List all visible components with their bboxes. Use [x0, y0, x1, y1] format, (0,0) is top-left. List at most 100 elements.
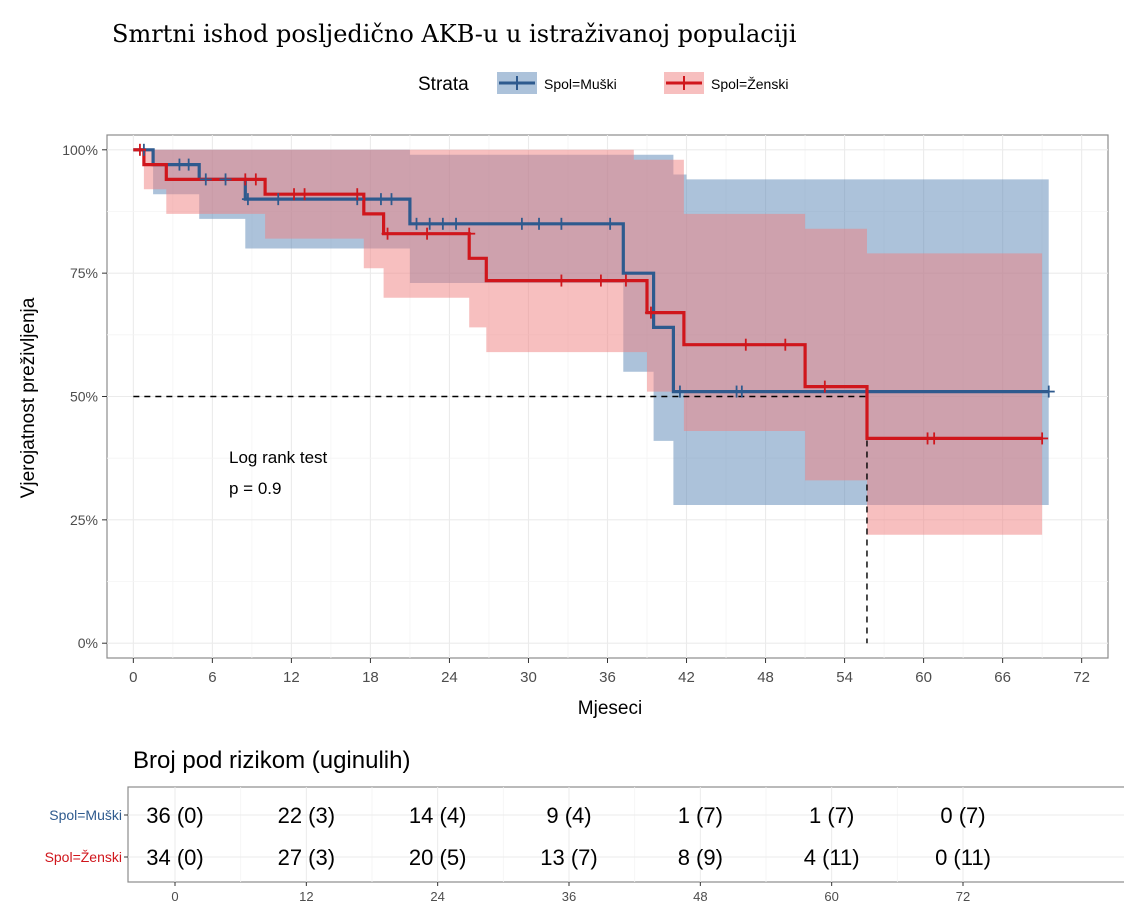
median-lines: [133, 395, 868, 644]
censor-mark: [735, 385, 748, 398]
x-tick-label: 66: [994, 669, 1011, 686]
censor-mark: [423, 217, 436, 230]
risk-x-tick-label: 60: [824, 889, 838, 904]
censor-mark: [385, 193, 398, 206]
x-tick-label: 24: [441, 669, 458, 686]
y-tick-label: 50%: [70, 389, 98, 405]
censor-mark: [644, 306, 657, 319]
x-tick-label: 60: [915, 669, 932, 686]
chart-title: Smrtni ishod posljedično AKB-u u istraži…: [112, 20, 797, 48]
censor-mark: [199, 173, 212, 186]
y-tick-label: 0%: [78, 635, 98, 651]
censor-mark: [421, 227, 434, 240]
y-tick-label: 100%: [62, 142, 98, 158]
x-tick-label: 54: [836, 669, 853, 686]
censor-mark: [374, 193, 387, 206]
censor-mark: [619, 274, 632, 287]
censor-mark: [272, 193, 285, 206]
survival-curve-1: [133, 148, 1043, 440]
censor-mark: [555, 217, 568, 230]
censor-mark: [928, 432, 941, 445]
risk-cell: 27 (3): [278, 845, 335, 870]
censor-mark: [555, 274, 568, 287]
risk-cell: 9 (4): [546, 803, 591, 828]
censor-mark: [779, 338, 792, 351]
censor-mark: [249, 173, 262, 186]
y-axis: 0% 25% 50% 75% 100%: [62, 142, 107, 651]
x-tick-label: 72: [1073, 669, 1090, 686]
censor-mark: [1042, 385, 1055, 398]
y-tick-label: 25%: [70, 512, 98, 528]
censor-mark: [604, 217, 617, 230]
x-tick-label: 18: [362, 669, 379, 686]
risk-x-tick-label: 24: [430, 889, 444, 904]
risk-row-label: Spol=Muški: [49, 807, 122, 823]
legend-item-1: Spol=Ženski: [664, 72, 788, 94]
risk-cell: 22 (3): [278, 803, 335, 828]
risk-cell: 20 (5): [409, 845, 466, 870]
censor-mark: [533, 217, 546, 230]
censor-mark: [288, 188, 301, 201]
x-tick-label: 12: [283, 669, 300, 686]
censor-mark: [463, 227, 476, 240]
legend-item-0: Spol=Muški: [497, 72, 617, 94]
censor-marks: [133, 143, 1055, 445]
ci-band-1: [133, 149, 1043, 535]
x-tick-label: 42: [678, 669, 695, 686]
risk-cell: 8 (9): [678, 845, 723, 870]
y-axis-title: Vjerojatnost preživljenja: [18, 297, 39, 498]
x-tick-label: 0: [129, 669, 137, 686]
censor-mark: [351, 188, 364, 201]
risk-row-label: Spol=Ženski: [45, 849, 122, 865]
risk-cell: 36 (0): [146, 803, 203, 828]
x-tick-label: 36: [599, 669, 616, 686]
risk-x-tick-label: 0: [171, 889, 178, 904]
risk-cell: 4 (11): [804, 845, 860, 870]
censor-mark: [241, 193, 254, 206]
censor-mark: [239, 173, 252, 186]
risk-x-tick-label: 36: [562, 889, 576, 904]
risk-cell: 14 (4): [409, 803, 466, 828]
censor-mark: [450, 217, 463, 230]
censor-mark: [673, 385, 686, 398]
censor-mark: [1036, 432, 1049, 445]
censor-mark: [182, 158, 195, 171]
x-tick-label: 48: [757, 669, 774, 686]
censor-mark: [594, 274, 607, 287]
legend: Strata Spol=Muški Spol=Ženski: [418, 72, 788, 95]
legend-label: Spol=Muški: [544, 76, 617, 92]
censor-mark: [133, 143, 146, 156]
risk-x-tick-label: 72: [956, 889, 970, 904]
risk-cell: 0 (11): [935, 845, 991, 870]
risk-x-tick-label: 48: [693, 889, 707, 904]
risk-cell: 1 (7): [678, 803, 723, 828]
censor-mark: [298, 188, 311, 201]
censor-mark: [739, 338, 752, 351]
y-tick-label: 75%: [70, 265, 98, 281]
risk-cell: 13 (7): [540, 845, 597, 870]
x-axis: 0 6 12 18 24 30 36 42 48 54 60 66 72: [129, 658, 1090, 686]
risk-table-title: Broj pod rizikom (uginulih): [133, 747, 410, 774]
censor-mark: [515, 217, 528, 230]
logrank-label: Log rank test: [229, 448, 328, 467]
risk-cell: 0 (7): [940, 803, 985, 828]
censor-mark: [410, 217, 423, 230]
x-tick-label: 30: [520, 669, 537, 686]
censor-mark: [818, 380, 831, 393]
censor-mark: [436, 217, 449, 230]
risk-table-grid: [128, 787, 1124, 882]
censor-mark: [381, 227, 394, 240]
risk-x-tick-label: 12: [299, 889, 313, 904]
risk-table-panel: [127, 786, 1124, 883]
legend-title: Strata: [418, 74, 469, 95]
risk-cell: 1 (7): [809, 803, 854, 828]
confidence-bands: [133, 149, 1049, 535]
x-axis-title: Mjeseci: [578, 698, 642, 719]
legend-label: Spol=Ženski: [711, 76, 788, 92]
x-tick-label: 6: [208, 669, 216, 686]
censor-mark: [219, 173, 232, 186]
risk-table-content: Spol=Muški 36 (0) 22 (3) 14 (4) 9 (4) 1 (7) 1 …: [45, 803, 991, 904]
risk-cell: 34 (0): [146, 845, 203, 870]
logrank-pvalue: p = 0.9: [229, 479, 281, 498]
